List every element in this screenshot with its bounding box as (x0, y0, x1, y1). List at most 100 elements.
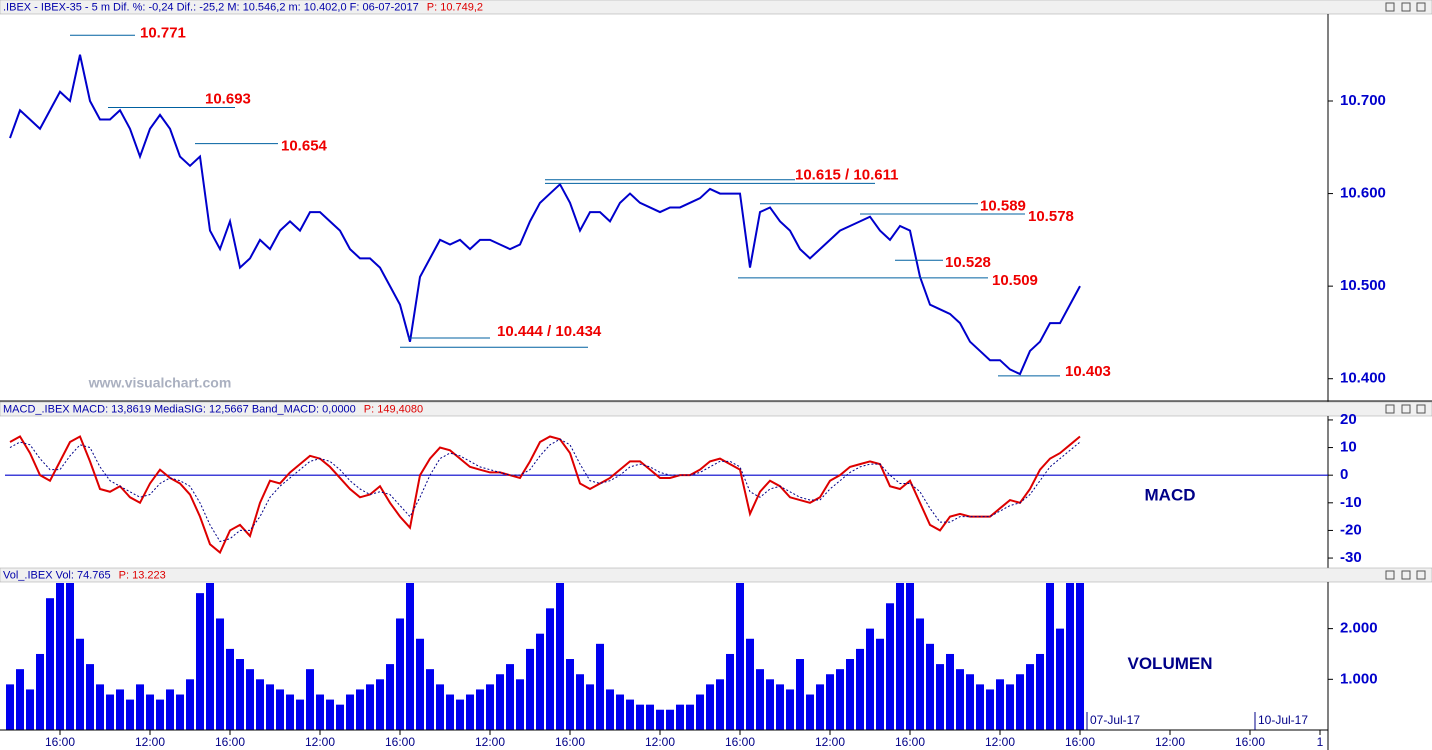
bar (76, 638, 84, 730)
panel-header-value: P: 10.749,2 (427, 1, 483, 13)
bar (126, 699, 134, 730)
y-tick-label: -10 (1340, 494, 1362, 511)
bar (686, 704, 694, 730)
bar (486, 684, 494, 730)
y-tick-label: 10.600 (1340, 185, 1386, 202)
bar (576, 674, 584, 730)
x-tick-label: 16:00 (1065, 735, 1095, 749)
x-tick-label: 12:00 (305, 735, 335, 749)
bar (796, 659, 804, 730)
bar (666, 709, 674, 730)
x-tick-label: 12:00 (1155, 735, 1185, 749)
bar (956, 669, 964, 730)
y-tick-label: 20 (1340, 411, 1357, 428)
window-button[interactable] (1416, 570, 1426, 580)
x-tick-label: 12:00 (645, 735, 675, 749)
bar (96, 684, 104, 730)
window-button[interactable] (1401, 404, 1411, 414)
bar (176, 694, 184, 730)
data-line (9, 438, 1081, 543)
x-tick-label: 1 (1317, 735, 1324, 749)
level-label: 10.693 (205, 90, 251, 107)
bar (926, 643, 934, 730)
bar (146, 694, 154, 730)
bar (856, 648, 864, 730)
bar (1056, 628, 1064, 730)
bar (406, 583, 414, 730)
bar (636, 704, 644, 730)
bar (206, 583, 214, 730)
level-label: 10.615 / 10.611 (795, 167, 898, 184)
panel-header-value: P: 13.223 (119, 569, 166, 581)
bar (896, 583, 904, 730)
level-label: 10.444 / 10.434 (497, 323, 602, 340)
bar (426, 669, 434, 730)
level-label: 10.771 (140, 24, 186, 41)
bar (566, 659, 574, 730)
window-button[interactable] (1385, 2, 1395, 12)
bar (416, 638, 424, 730)
bar (746, 638, 754, 730)
window-button[interactable] (1401, 570, 1411, 580)
x-tick-label: 12:00 (135, 735, 165, 749)
bar (786, 689, 794, 730)
bar (726, 653, 734, 730)
bar (836, 669, 844, 730)
window-button[interactable] (1385, 404, 1395, 414)
panel-header-text: MACD_.IBEX MACD: 13,8619 MediaSIG: 12,56… (3, 403, 356, 415)
bar (246, 669, 254, 730)
x-tick-label: 12:00 (985, 735, 1015, 749)
bar (976, 684, 984, 730)
bar (546, 608, 554, 730)
y-tick-label: 10.700 (1340, 92, 1386, 109)
bar (996, 679, 1004, 730)
bar (196, 593, 204, 730)
y-tick-label: 0 (1340, 466, 1348, 483)
panel-header (0, 0, 1432, 15)
bar (276, 689, 284, 730)
window-button[interactable] (1416, 2, 1426, 12)
bar (6, 684, 14, 730)
bar (376, 679, 384, 730)
bar (736, 583, 744, 730)
bar (626, 699, 634, 730)
bar (446, 694, 454, 730)
bar (26, 689, 34, 730)
window-button[interactable] (1385, 570, 1395, 580)
data-line (9, 435, 1081, 555)
bar (606, 689, 614, 730)
x-tick-label: 16:00 (895, 735, 925, 749)
level-label: 10.509 (992, 272, 1038, 289)
level-label: 10.654 (281, 138, 328, 155)
bar (266, 684, 274, 730)
panel-header (0, 401, 1432, 417)
bar (366, 684, 374, 730)
bar (1076, 583, 1084, 730)
bar (396, 618, 404, 730)
bar (156, 699, 164, 730)
bar (306, 669, 314, 730)
bar (756, 669, 764, 730)
bar (596, 643, 604, 730)
bar (386, 664, 394, 730)
bar (716, 679, 724, 730)
panel-header-text: .IBEX - IBEX-35 - 5 m Dif. %: -0,24 Dif.… (3, 1, 419, 13)
bar (516, 679, 524, 730)
bar (706, 684, 714, 730)
bar (66, 583, 74, 730)
y-tick-label: 2.000 (1340, 620, 1378, 637)
bar (1036, 653, 1044, 730)
bar (86, 664, 94, 730)
bar (286, 694, 294, 730)
x-tick-label: 16:00 (1235, 735, 1265, 749)
bar (226, 648, 234, 730)
bar (136, 684, 144, 730)
window-button[interactable] (1401, 2, 1411, 12)
window-button[interactable] (1416, 404, 1426, 414)
bar (1006, 684, 1014, 730)
bar (336, 704, 344, 730)
x-tick-label: 16:00 (215, 735, 245, 749)
x-tick-label: 16:00 (555, 735, 585, 749)
panel-header-value: P: 149,4080 (364, 403, 423, 415)
